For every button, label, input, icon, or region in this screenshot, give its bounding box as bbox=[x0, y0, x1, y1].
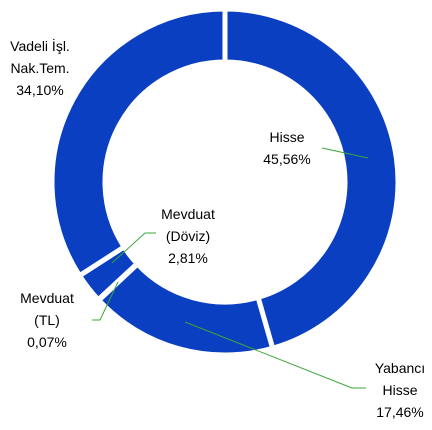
data-label: Vadeli İşl. Nak.Tem. 34,10% bbox=[0, 35, 80, 101]
category-label: Hisse bbox=[269, 129, 305, 145]
leader-line bbox=[111, 232, 156, 264]
leader-line bbox=[92, 281, 119, 321]
value-label: 17,46% bbox=[376, 404, 424, 420]
value-label: 0,07% bbox=[27, 334, 67, 350]
leader-lines bbox=[92, 147, 369, 389]
category-label: Yabancı Hisse bbox=[374, 360, 426, 398]
category-label: Mevduat (Döviz) bbox=[161, 206, 215, 244]
value-label: 2,81% bbox=[168, 250, 208, 266]
slice bbox=[49, 6, 228, 280]
category-label: Vadeli İşl. Nak.Tem. bbox=[10, 38, 70, 76]
slice bbox=[222, 6, 401, 352]
data-label: Hisse 45,56% bbox=[257, 126, 317, 170]
data-label: Mevduat (TL) 0,07% bbox=[15, 287, 79, 353]
data-label: Yabancı Hisse 17,46% bbox=[368, 357, 432, 423]
leader-line bbox=[184, 321, 366, 389]
leader-line bbox=[321, 147, 369, 159]
value-label: 34,10% bbox=[16, 82, 64, 98]
value-label: 45,56% bbox=[263, 151, 311, 167]
data-label: Mevduat (Döviz) 2,81% bbox=[156, 203, 220, 269]
category-label: Mevduat (TL) bbox=[20, 290, 74, 328]
slices bbox=[49, 6, 401, 358]
